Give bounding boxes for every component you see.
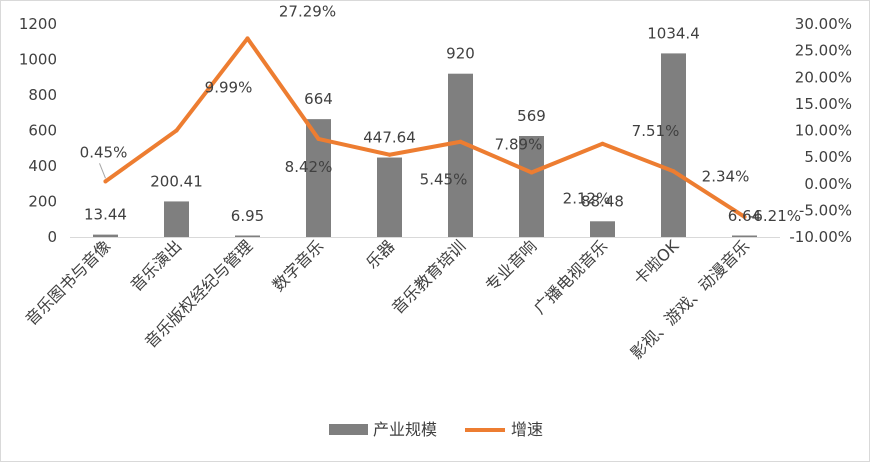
bar-data-label: 200.41 [150, 172, 203, 190]
bar [164, 201, 189, 237]
bar [377, 157, 402, 237]
y-right-tick-label: 0.00% [804, 175, 852, 193]
line-point [529, 170, 534, 175]
y-left-tick-label: 400 [28, 157, 57, 175]
bar [590, 221, 615, 237]
bar [519, 136, 544, 237]
y-right-tick-label: 25.00% [795, 42, 852, 60]
bar-data-label: 664 [304, 90, 333, 108]
line-point [600, 141, 605, 146]
line-data-label: 9.99% [205, 79, 253, 97]
bar [235, 235, 260, 237]
y-left-tick-label: 1000 [19, 51, 57, 69]
line-point [671, 169, 676, 174]
y-right-tick-label: 30.00% [795, 15, 852, 33]
legend-label-line: 增速 [511, 420, 543, 439]
y-left-tick-label: 200 [28, 193, 57, 211]
line-data-label: 5.45% [420, 171, 468, 189]
line-data-label: 0.45% [80, 143, 128, 161]
line-data-label: -6.21% [748, 207, 801, 225]
line-data-label: 2.34% [702, 167, 750, 185]
y-left-tick-label: 800 [28, 86, 57, 104]
label-leader-line [99, 163, 106, 179]
y-left-tick-label: 1200 [19, 15, 57, 33]
line-point [387, 152, 392, 157]
line-point [316, 136, 321, 141]
line-point [742, 214, 747, 219]
line-point [103, 179, 108, 184]
line-point [458, 139, 463, 144]
y-right-tick-label: 20.00% [795, 68, 852, 86]
line-data-label: 7.89% [495, 136, 543, 154]
bar [448, 73, 473, 237]
y-right-tick-label: 5.00% [804, 148, 852, 166]
legend-label-bar: 产业规模 [373, 420, 437, 439]
bar-data-label: 88.48 [581, 192, 624, 210]
bar-data-label: 1034.4 [647, 24, 700, 42]
bar [93, 234, 118, 237]
bar [732, 235, 757, 237]
bar-data-label: 6.95 [231, 207, 264, 225]
line-point [245, 36, 250, 41]
line-data-label: 2.12% [563, 189, 611, 207]
line-point [174, 128, 179, 133]
bar-data-label: 569 [517, 107, 546, 125]
bar [661, 53, 686, 238]
y-right-tick-label: -10.00% [789, 228, 852, 246]
line-data-label: 27.29% [279, 2, 336, 20]
y-right-tick-label: 15.00% [795, 95, 852, 113]
bar-data-label: 447.64 [363, 129, 416, 147]
bar-data-label: 13.44 [84, 206, 127, 224]
line-series [103, 36, 747, 219]
y-left-tick-label: 0 [47, 228, 57, 246]
y-left-tick-label: 600 [28, 122, 57, 140]
bar-data-label: 920 [446, 45, 475, 63]
bar-data-label: 6.64 [728, 207, 761, 225]
y-right-tick-label: 10.00% [795, 122, 852, 140]
y-right-tick-label: -5.00% [799, 201, 852, 219]
legend-swatch-bar [329, 424, 368, 435]
line-data-label: 8.42% [285, 158, 333, 176]
line-data-label: 7.51% [632, 122, 680, 140]
legend: 产业规模 增速 [329, 420, 543, 439]
